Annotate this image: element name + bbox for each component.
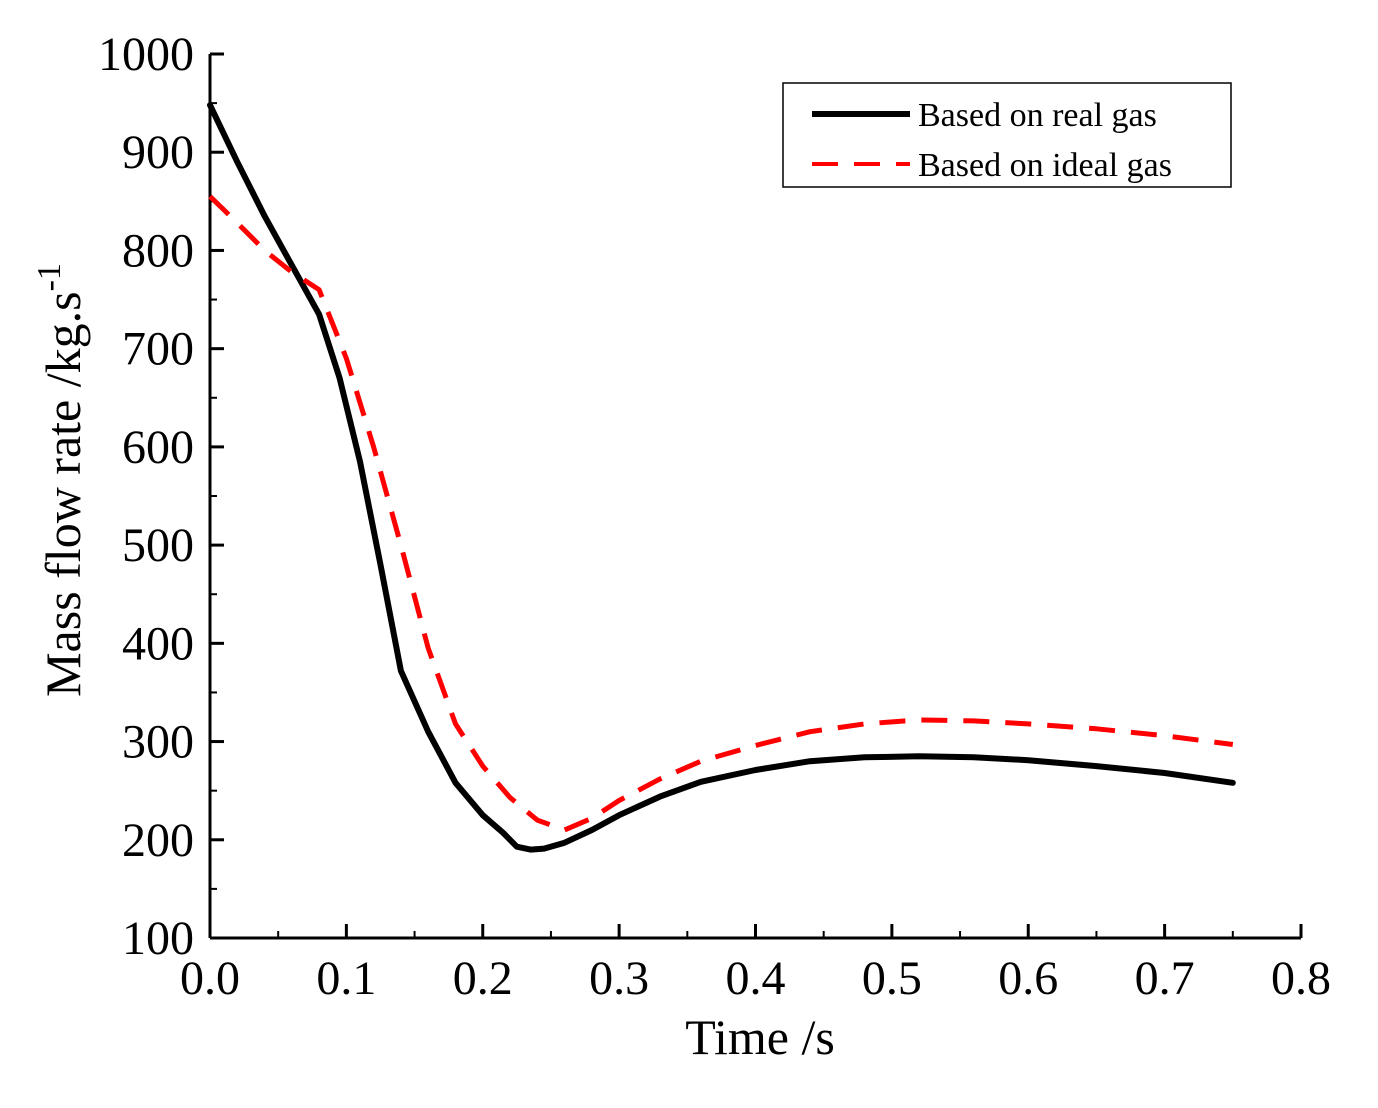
y-axis-title-superscript: -1	[31, 263, 68, 291]
y-tick-label: 800	[122, 224, 194, 277]
x-tick-label: 0.6	[998, 952, 1058, 1005]
legend-box	[782, 82, 1232, 188]
x-tick-label: 0.8	[1271, 952, 1331, 1005]
y-tick-label: 100	[122, 912, 194, 965]
x-ticks: 0.0 0.1 0.2 0.3 0.4 0.5 0.6 0.7 0.8	[180, 924, 1331, 1005]
x-tick-label: 0.5	[862, 952, 922, 1005]
x-tick-label: 0.3	[589, 952, 649, 1005]
y-tick-label: 300	[122, 716, 194, 769]
x-tick-label: 0.2	[453, 952, 513, 1005]
y-ticks: 100 200 300 400 500 600 700 800 900 1000	[98, 28, 224, 965]
series-line-real-gas	[207, 102, 1236, 853]
x-tick-label: 0.7	[1135, 952, 1195, 1005]
y-tick-label: 1000	[98, 28, 194, 81]
y-tick-label: 900	[122, 126, 194, 179]
x-tick-label: 0.0	[180, 952, 240, 1005]
legend: Based on real gas Based on ideal gas	[782, 82, 1232, 188]
x-axis-title: Time /s	[685, 1009, 835, 1065]
series-line-ideal-gas	[208, 194, 1234, 833]
y-tick-label: 200	[122, 814, 194, 867]
y-tick-label: 700	[122, 323, 194, 376]
legend-label-ideal-gas: Based on ideal gas	[918, 147, 1172, 184]
y-axis-title: Mass flow rate /kg.s-1	[31, 263, 91, 697]
y-tick-label: 500	[122, 519, 194, 572]
y-axis-title-main: Mass flow rate /kg.s	[35, 291, 91, 697]
x-tick-label: 0.4	[726, 952, 786, 1005]
y-tick-label: 400	[122, 617, 194, 670]
legend-label-real-gas: Based on real gas	[918, 97, 1157, 134]
series-layer	[207, 102, 1236, 853]
y-tick-label: 600	[122, 421, 194, 474]
x-tick-label: 0.1	[316, 952, 376, 1005]
